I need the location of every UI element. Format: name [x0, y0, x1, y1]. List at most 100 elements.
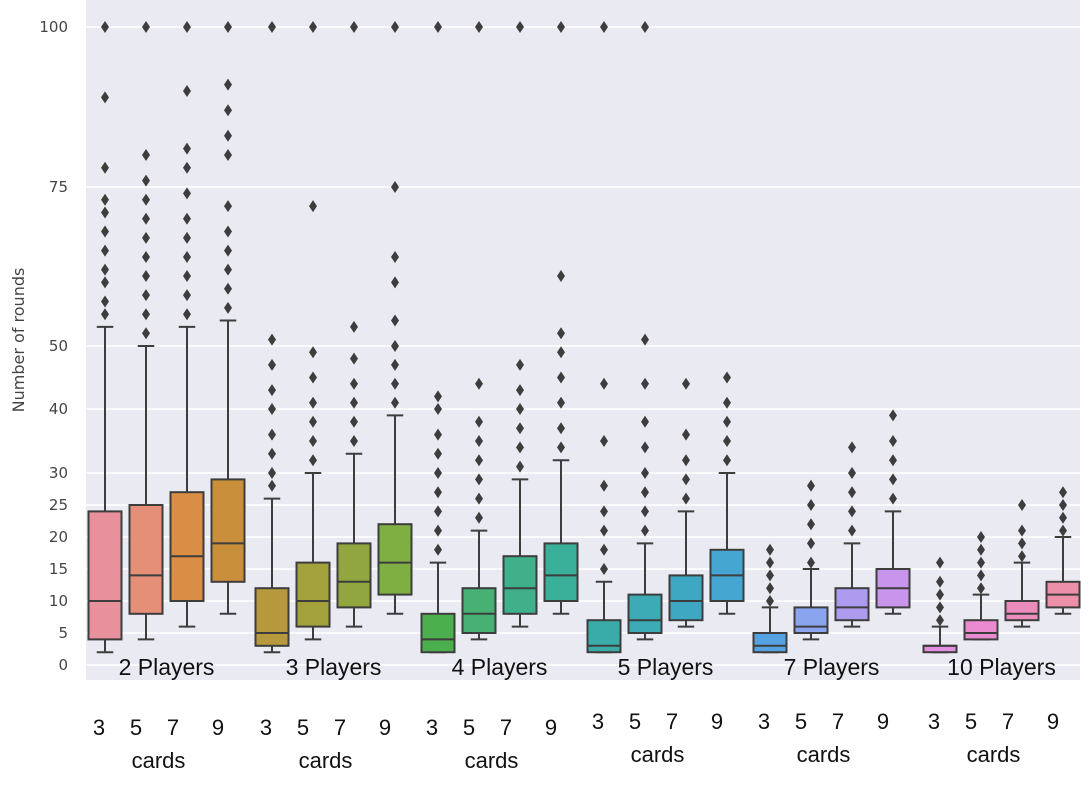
y-tick-label: 75 [49, 178, 68, 196]
outlier-point [350, 396, 358, 409]
box [336, 542, 372, 609]
box [963, 619, 999, 641]
outlier-point [101, 244, 109, 257]
outlier-point [1059, 524, 1067, 537]
card-count-label: 3 [426, 715, 438, 740]
outlier-point [224, 200, 232, 213]
outlier-point [807, 479, 815, 492]
box [128, 504, 164, 615]
outlier-point [391, 276, 399, 289]
outlier-point [183, 231, 191, 244]
outlier-point [475, 492, 483, 505]
outlier-point [641, 441, 649, 454]
outlier-point [723, 415, 731, 428]
outlier-point [142, 270, 150, 283]
outlier-point [101, 263, 109, 276]
outlier-point [766, 543, 774, 556]
outlier-point [350, 352, 358, 365]
card-count-label: 9 [1047, 709, 1059, 734]
outlier-point [1059, 486, 1067, 499]
outlier-point [183, 308, 191, 321]
outlier-point [391, 358, 399, 371]
group-label: 4 Players [452, 654, 548, 680]
card-count-label: 5 [463, 715, 475, 740]
outlier-point [516, 460, 524, 473]
group-label: 10 Players [947, 654, 1056, 680]
outlier-point [977, 531, 985, 543]
outlier-point [391, 340, 399, 352]
card-count-label: 3 [758, 709, 770, 734]
cards-label: cards [797, 742, 851, 767]
card-count-label: 9 [877, 709, 889, 734]
outlier-point [142, 289, 150, 302]
outlier-point [557, 327, 565, 340]
box [543, 542, 579, 603]
box [834, 587, 870, 622]
boxes [87, 21, 1081, 654]
outlier-point [268, 21, 276, 33]
plot-area [86, 0, 1080, 680]
card-count-label: 9 [379, 715, 391, 740]
card-count-label: 3 [592, 709, 604, 734]
box [502, 555, 538, 615]
outlier-point [557, 270, 565, 283]
outlier-point [142, 193, 150, 206]
y-tick-label: 50 [49, 337, 68, 355]
box [586, 619, 622, 654]
outlier-point [183, 270, 191, 283]
cards-label: cards [132, 748, 186, 773]
card-count-label: 9 [212, 715, 224, 740]
outlier-point [682, 428, 690, 441]
outlier-point [224, 149, 232, 161]
card-count-label: 7 [666, 709, 678, 734]
outlier-point [309, 415, 317, 428]
outlier-point [1059, 511, 1067, 524]
outlier-point [309, 435, 317, 447]
box [210, 478, 246, 583]
outlier-point [475, 21, 483, 33]
outlier-point [391, 396, 399, 409]
outlier-point [936, 575, 944, 588]
outlier-point [391, 250, 399, 263]
box [627, 593, 663, 634]
card-count-label: 7 [334, 715, 346, 740]
outlier-point [807, 537, 815, 550]
outlier-point [224, 282, 232, 295]
outlier-point [557, 346, 565, 359]
box [793, 606, 829, 635]
outlier-point [183, 289, 191, 302]
outlier-point [475, 415, 483, 428]
outlier-point [641, 377, 649, 390]
outlier-point [183, 250, 191, 263]
outlier-point [101, 276, 109, 289]
outlier-point [224, 104, 232, 117]
outlier-point [224, 244, 232, 257]
outlier-point [434, 524, 442, 537]
box [668, 574, 704, 622]
box [295, 561, 331, 628]
group-label: 3 Players [286, 654, 382, 680]
outlier-point [889, 409, 897, 422]
card-count-label: 3 [93, 715, 105, 740]
outlier-point [766, 595, 774, 607]
outlier-point [936, 601, 944, 614]
outlier-point [434, 21, 442, 33]
outlier-point [600, 377, 608, 390]
box [377, 523, 413, 596]
outlier-point [516, 403, 524, 415]
outlier-point [309, 346, 317, 359]
outlier-point [101, 225, 109, 238]
outlier-point [848, 441, 856, 454]
outlier-point [475, 511, 483, 524]
outlier-point [391, 21, 399, 33]
card-count-label: 9 [711, 709, 723, 734]
outlier-point [936, 614, 944, 627]
outlier-point [600, 435, 608, 447]
card-count-label: 3 [928, 709, 940, 734]
outlier-point [600, 563, 608, 575]
outlier-point [183, 161, 191, 174]
outlier-point [434, 403, 442, 415]
box [254, 587, 290, 647]
outlier-point [723, 396, 731, 409]
outlier-point [977, 543, 985, 556]
